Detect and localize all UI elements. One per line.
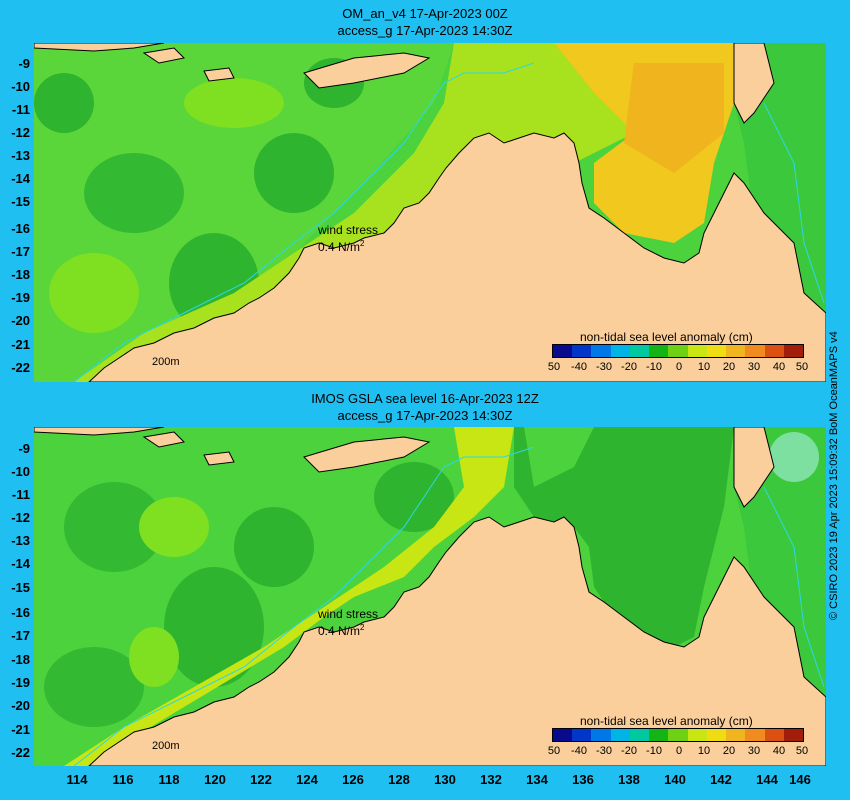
credit-text: © CSIRO 2023 19 Apr 2023 15:09:32 BoM Oc… (828, 331, 840, 620)
panel2-lat-tick: -9 (18, 441, 30, 456)
panel2-cb-tick: -30 (596, 745, 612, 757)
panel2-cb-tick: 40 (772, 745, 786, 757)
panel1-lat-tick: -11 (11, 102, 30, 117)
lon-tick: 142 (710, 772, 732, 787)
lon-tick: 124 (296, 772, 318, 787)
panel1-lat-tick: -20 (11, 313, 30, 328)
panel1-wind-label: wind stress 0.4 N/m2 (318, 223, 379, 254)
panel1-map: wind stress 0.4 N/m2 200m non-tidal sea l… (34, 43, 826, 382)
panel1-scale-label: 200m (152, 356, 180, 368)
lon-tick: 144 (756, 772, 778, 787)
panel2-lat-tick: -19 (11, 675, 30, 690)
lon-tick: 138 (618, 772, 640, 787)
panel1-colorbar (552, 344, 804, 358)
panel1-lat-tick: -12 (11, 125, 30, 140)
panel2-lat-tick: -13 (11, 533, 30, 548)
panel2-lat-tick: -16 (11, 605, 30, 620)
panel1-cb-tick: -10 (646, 361, 662, 373)
panel2-cb-tick: -40 (571, 745, 587, 757)
panel1-lat-tick: -14 (11, 171, 30, 186)
panel2-lat-tick: -15 (11, 580, 30, 595)
panel2-lat-tick: -20 (11, 698, 30, 713)
panel1-lat-tick: -18 (11, 267, 30, 282)
panel1-title-line1: OM_an_v4 17-Apr-2023 00Z (342, 6, 508, 21)
panel1-lat-tick: -17 (11, 244, 30, 259)
panel1-cb-tick: 30 (747, 361, 761, 373)
panel2-lat-tick: -10 (11, 464, 30, 479)
lon-tick: 128 (388, 772, 410, 787)
panel2-lat-tick: -21 (11, 722, 30, 737)
panel2-colorbar (552, 728, 804, 742)
panel1-cb-tick: -30 (596, 361, 612, 373)
panel1-lat-tick: -21 (11, 337, 30, 352)
lon-tick: 126 (342, 772, 364, 787)
panel2-cb-tick: 10 (697, 745, 711, 757)
panel1-cb-tick: 50 (795, 361, 809, 373)
panel2-cb-tick: 0 (675, 745, 683, 757)
panel1-cb-tick: 20 (722, 361, 736, 373)
panel2-map: wind stress 0.4 N/m2 200m non-tidal sea l… (34, 427, 826, 766)
panel1-legend-title: non-tidal sea level anomaly (cm) (580, 330, 753, 344)
panel2-lat-tick: -18 (11, 652, 30, 667)
panel1-lat-tick: -22 (11, 360, 30, 375)
panel2-cb-tick: 30 (747, 745, 761, 757)
panel1-lat-tick: -16 (11, 221, 30, 236)
lon-tick: 136 (572, 772, 594, 787)
panel1-cb-tick: 40 (772, 361, 786, 373)
panel2-cb-tick: 20 (722, 745, 736, 757)
panel1-lat-tick: -19 (11, 290, 30, 305)
panel1-title-line2: access_g 17-Apr-2023 14:30Z (337, 23, 513, 38)
lon-tick: 116 (112, 772, 134, 787)
panel2-legend-title: non-tidal sea level anomaly (cm) (580, 714, 753, 728)
panel2-lat-tick: -14 (11, 556, 30, 571)
lon-tick: 120 (204, 772, 226, 787)
lon-tick: 146 (789, 772, 811, 787)
panel1-cb-tick: -40 (571, 361, 587, 373)
panel2-cb-tick: -20 (621, 745, 637, 757)
lon-tick: 132 (480, 772, 502, 787)
panel2-lat-tick: -12 (11, 510, 30, 525)
panel2-lat-tick: -11 (11, 487, 30, 502)
lon-tick: 130 (434, 772, 456, 787)
panel2-title-line1: IMOS GSLA sea level 16-Apr-2023 12Z (311, 391, 539, 406)
panel2-title-line2: access_g 17-Apr-2023 14:30Z (337, 408, 513, 423)
panel1-lat-tick: -13 (11, 148, 30, 163)
panel1-lat-tick: -10 (11, 79, 30, 94)
lon-tick: 140 (664, 772, 686, 787)
panel2-cb-tick: -10 (646, 745, 662, 757)
lon-tick: 118 (158, 772, 180, 787)
panel2-cb-tick: 50 (795, 745, 809, 757)
panel2-lat-tick: -22 (11, 745, 30, 760)
panel1-cb-tick: -20 (621, 361, 637, 373)
panel1-cb-tick: 10 (697, 361, 711, 373)
panel2-lat-tick: -17 (11, 628, 30, 643)
lon-tick: 122 (250, 772, 272, 787)
panel1-lat-tick: -9 (18, 56, 30, 71)
lon-tick: 114 (66, 772, 88, 787)
panel2-wind-label: wind stress 0.4 N/m2 (318, 607, 379, 638)
lon-tick: 134 (526, 772, 548, 787)
panel1-cb-tick: 50 (547, 361, 561, 373)
panel2-scale-label: 200m (152, 740, 180, 752)
panel2-cb-tick: 50 (547, 745, 561, 757)
panel1-lat-tick: -15 (11, 194, 30, 209)
panel1-cb-tick: 0 (675, 361, 683, 373)
